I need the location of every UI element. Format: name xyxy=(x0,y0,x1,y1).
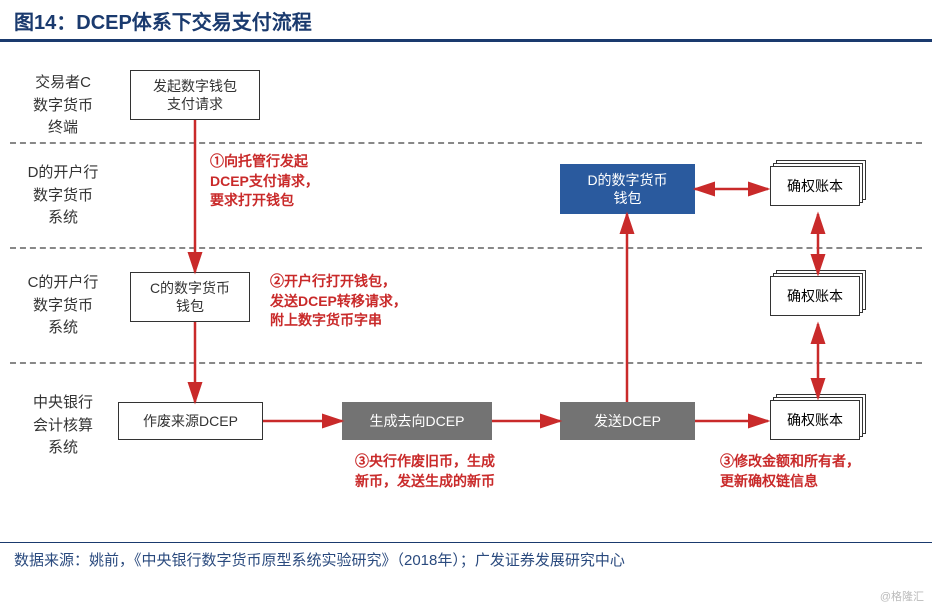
lane-label-3: C的开户行数字货币系统 xyxy=(18,272,108,340)
annotation-4: ③修改金额和所有者， 更新确权链信息 xyxy=(720,452,860,491)
lane-label-4: 中央银行会计核算系统 xyxy=(18,392,108,460)
lane-divider xyxy=(10,142,922,144)
node-d-wallet: D的数字货币 钱包 xyxy=(560,164,695,214)
lane-divider xyxy=(10,362,922,364)
watermark: @格隆汇 xyxy=(880,588,924,604)
node-send: 发送DCEP xyxy=(560,402,695,440)
source-citation: 数据来源：姚前，《中央银行数字货币原型系统实验研究》（2018年）；广发证券发展… xyxy=(0,542,932,573)
diagram-canvas: 交易者C数字货币终端 D的开户行数字货币系统 C的开户行数字货币系统 中央银行会… xyxy=(0,42,932,542)
annotation-3: ③央行作废旧币，生成 新币，发送生成的新币 xyxy=(355,452,495,491)
node-start: 发起数字钱包 支付请求 xyxy=(130,70,260,120)
lane-divider xyxy=(10,247,922,249)
annotation-2: ②开户行打开钱包， 发送DCEP转移请求， 附上数字货币字串 xyxy=(270,272,407,331)
node-c-wallet: C的数字货币 钱包 xyxy=(130,272,250,322)
figure-title: 图14：DCEP体系下交易支付流程 xyxy=(0,0,932,42)
annotation-1: ①向托管行发起 DCEP支付请求， 要求打开钱包 xyxy=(210,152,319,211)
node-generate: 生成去向DCEP xyxy=(342,402,492,440)
node-invalidate: 作废来源DCEP xyxy=(118,402,263,440)
lane-label-1: 交易者C数字货币终端 xyxy=(18,72,108,140)
lane-label-2: D的开户行数字货币系统 xyxy=(18,162,108,230)
